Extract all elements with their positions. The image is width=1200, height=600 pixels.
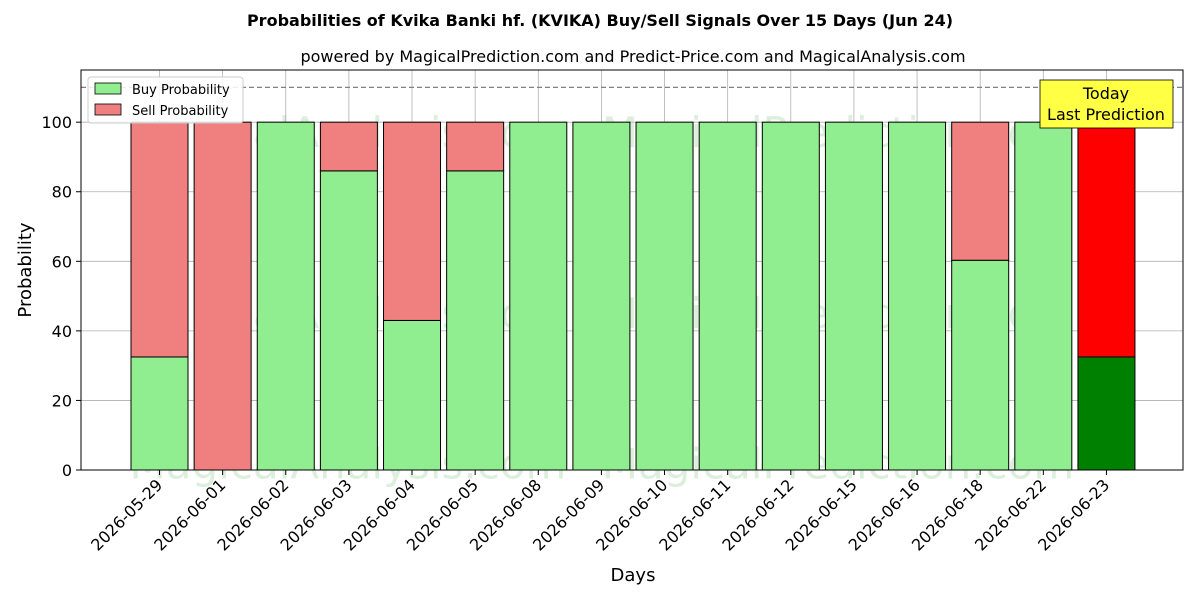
bar-buy xyxy=(951,259,1010,471)
bar-buy xyxy=(888,121,947,471)
y-tick-label: 40 xyxy=(52,322,72,341)
bar-sell xyxy=(383,121,442,321)
bar-sell xyxy=(319,121,378,172)
bar-sell xyxy=(446,121,505,172)
bar-buy xyxy=(383,319,442,471)
y-axis-label: Probability xyxy=(15,222,36,317)
legend-swatch-sell xyxy=(94,103,122,116)
y-tick-label: 100 xyxy=(41,113,72,132)
bar-buy xyxy=(319,170,378,471)
bar-buy xyxy=(1077,356,1136,471)
bar-buy xyxy=(698,121,757,471)
bar-buy xyxy=(256,121,315,471)
y-tick-label: 80 xyxy=(52,183,72,202)
legend: Buy Probability Sell Probability xyxy=(87,76,244,124)
chart-subtitle: powered by MagicalPrediction.com and Pre… xyxy=(300,47,965,66)
x-axis-label: Days xyxy=(611,565,656,586)
plot-frame xyxy=(80,69,1184,471)
y-tick-label: 60 xyxy=(52,252,72,271)
y-axis-ticks: 0 20 40 60 80 100 xyxy=(41,113,81,480)
legend-label-buy: Buy Probability xyxy=(132,83,230,98)
bar-buy xyxy=(1014,121,1073,471)
bar-sell xyxy=(193,121,252,471)
bar-sell xyxy=(130,121,189,358)
annotation-box xyxy=(1039,79,1174,129)
bar-sell xyxy=(1077,121,1136,358)
bar-buy xyxy=(761,121,820,471)
y-tick-label: 20 xyxy=(52,391,72,410)
y-tick-label: 0 xyxy=(62,461,72,480)
legend-swatch-buy xyxy=(94,82,122,95)
bars-layer xyxy=(130,121,1136,471)
bar-buy xyxy=(824,121,883,471)
bar-buy xyxy=(635,121,694,471)
annotation-line-2: Last Prediction xyxy=(1047,105,1165,124)
bar-buy xyxy=(446,170,505,471)
bar-buy xyxy=(130,356,189,471)
bar-buy xyxy=(509,121,568,471)
legend-label-sell: Sell Probability xyxy=(132,104,229,119)
today-annotation: Today Last Prediction xyxy=(1039,79,1174,129)
annotation-line-1: Today xyxy=(1082,84,1129,103)
chart-title: Probabilities of Kvika Banki hf. (KVIKA)… xyxy=(247,11,953,30)
bar-sell xyxy=(951,121,1010,261)
bar-buy xyxy=(572,121,631,471)
legend-box xyxy=(87,76,244,124)
